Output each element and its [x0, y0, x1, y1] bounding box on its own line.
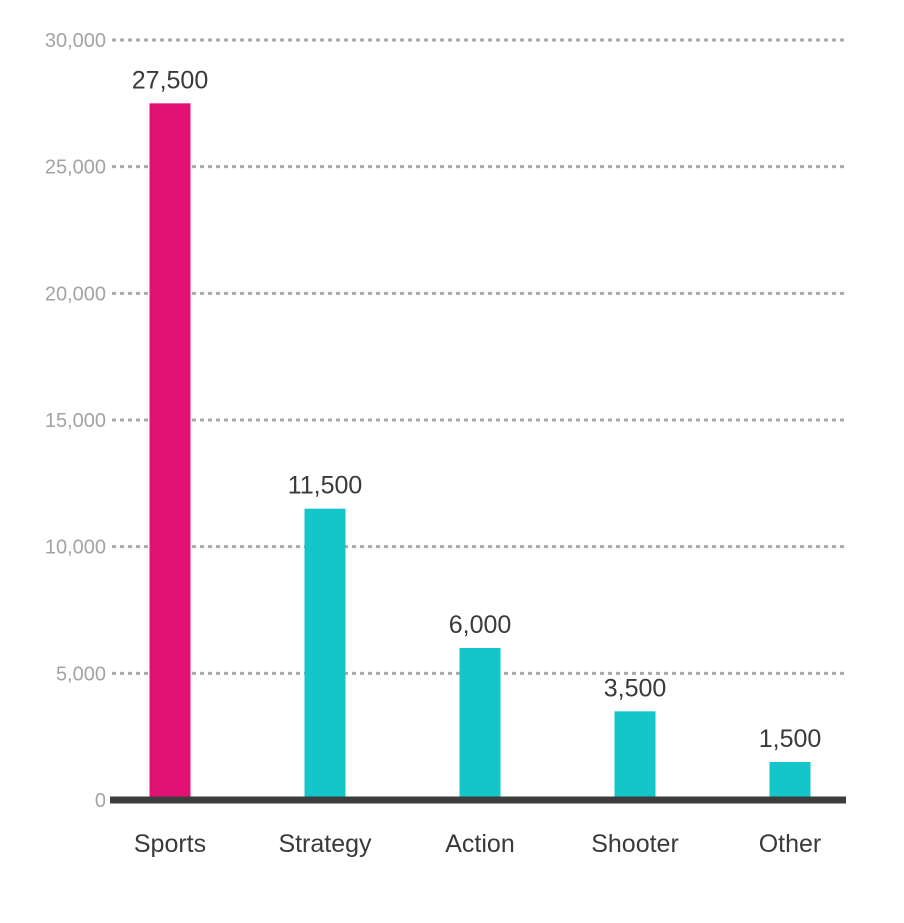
category-label: Strategy	[278, 830, 372, 858]
y-tick-label: 30,000	[45, 30, 106, 52]
y-tick-label: 0	[95, 790, 106, 812]
value-label: 27,500	[132, 66, 208, 94]
y-tick-label: 5,000	[56, 663, 106, 685]
category-label: Sports	[134, 830, 206, 858]
y-axis-ticks: 0 5,000 10,000 15,000 20,000 25,000 30,000	[45, 30, 106, 812]
bars	[149, 103, 811, 801]
y-tick-label: 10,000	[45, 537, 106, 559]
y-tick-label: 15,000	[45, 410, 106, 432]
bar-sports	[149, 103, 191, 801]
bar-action	[459, 648, 501, 800]
value-label: 11,500	[288, 472, 363, 500]
y-tick-label: 25,000	[45, 157, 106, 179]
bar-other	[769, 762, 811, 800]
category-label: Action	[445, 830, 514, 858]
value-labels: 27,500 11,500 6,000 3,500 1,500	[132, 66, 822, 753]
gridlines	[112, 38, 846, 675]
category-label: Other	[759, 830, 822, 858]
value-label: 1,500	[759, 725, 822, 753]
value-label: 6,000	[449, 611, 512, 639]
value-label: 3,500	[604, 674, 667, 702]
bar-shooter	[614, 711, 656, 800]
x-axis-categories: Sports Strategy Action Shooter Other	[134, 830, 821, 858]
bar-strategy	[304, 508, 346, 800]
category-label: Shooter	[591, 830, 679, 858]
y-tick-label: 20,000	[45, 283, 106, 305]
